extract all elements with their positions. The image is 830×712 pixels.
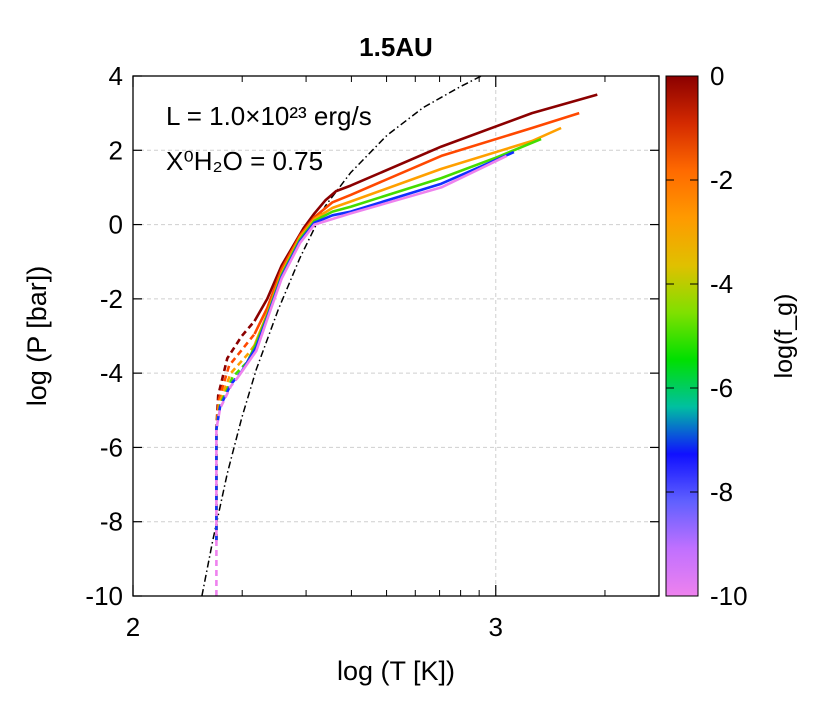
- series-dashed-line: [215, 370, 243, 541]
- axis-ticks: 420-2-4-6-8-102 3: [85, 61, 659, 642]
- boundary-curve: [201, 76, 482, 596]
- chart-title: 1.5AU: [359, 32, 433, 62]
- series-solid-line: [237, 154, 508, 378]
- colorbar-tick-label: -4: [710, 269, 733, 299]
- series-dashed-line: [215, 344, 256, 541]
- annotation-water-fraction: X⁰H₂O = 0.75: [166, 146, 323, 176]
- y-axis-label: log (P [bar]): [22, 266, 52, 407]
- series-dashed-line: [215, 333, 256, 541]
- y-tick-label: -8: [100, 507, 123, 537]
- x-tick-label: 2: [126, 612, 140, 642]
- annotation-luminosity: L = 1.0×10²³ erg/s: [166, 101, 372, 131]
- colorbar-tick-label: -6: [710, 373, 733, 403]
- y-tick-label: -2: [100, 284, 123, 314]
- y-tick-label: 0: [109, 210, 123, 240]
- colorbar-tick-label: -10: [710, 581, 748, 611]
- series-solid-line: [253, 111, 580, 335]
- y-tick-label: -10: [85, 581, 123, 611]
- plot-frame: [132, 75, 660, 597]
- colorbar-label: log(f_g): [770, 294, 798, 379]
- x-tick-label: 3: [489, 612, 503, 642]
- x-axis-label: log (T [K]): [337, 656, 455, 686]
- series-solid-line: [253, 93, 598, 322]
- data-layer: [201, 76, 598, 596]
- y-tick-label: 2: [109, 135, 123, 165]
- colorbar-ticks: 0 -2 -4 -6 -8 -10: [666, 61, 748, 611]
- grid-lines: [133, 76, 659, 596]
- colorbar: [665, 75, 699, 597]
- colorbar-tick-label: -2: [710, 165, 733, 195]
- y-tick-label: -4: [100, 358, 123, 388]
- y-tick-label: 4: [109, 61, 123, 91]
- colorbar-tick-label: -8: [710, 477, 733, 507]
- y-tick-label: -6: [100, 432, 123, 462]
- colorbar-tick-label: 0: [710, 61, 724, 91]
- series-dashed-line: [215, 376, 240, 596]
